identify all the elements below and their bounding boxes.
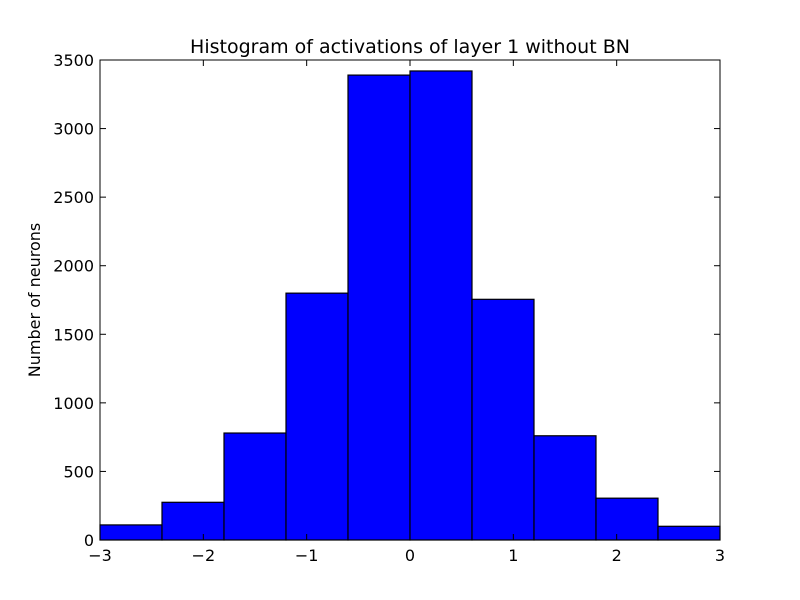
y-tick-label: 3000 (53, 120, 94, 139)
y-tick-label: 2500 (53, 188, 94, 207)
y-tick-label: 1500 (53, 325, 94, 344)
x-tick-label: 2 (612, 546, 622, 565)
histogram-bar-6 (471, 298, 535, 541)
y-tick-label: 2000 (53, 257, 94, 276)
plot-frame (99, 59, 721, 541)
y-axis-label: Number of neurons (25, 223, 44, 377)
x-tick-label: −1 (295, 546, 319, 565)
x-tick-label: 0 (405, 546, 415, 565)
y-tick-label: 3500 (53, 51, 94, 70)
y-tick-label: 0 (84, 531, 94, 550)
ticks-group: −3 −2 −1 0 1 2 3 0 500 1000 1500 2000 2500 3000 3500 (53, 51, 725, 565)
histogram-bar-1 (161, 501, 225, 541)
x-tick-label: −2 (192, 546, 216, 565)
histogram-bar-9 (657, 525, 721, 541)
histogram-bar-8 (595, 497, 659, 541)
y-tick-label: 1000 (53, 394, 94, 413)
chart-title: Histogram of activations of layer 1 with… (190, 36, 630, 58)
histogram-bar-3 (285, 292, 349, 541)
x-tick-label: −3 (88, 546, 112, 565)
histogram-bar-0 (99, 524, 163, 541)
histogram-bar-4 (347, 74, 411, 541)
histogram-bar-7 (533, 435, 597, 541)
histogram-bar-5 (409, 70, 473, 541)
x-tick-label: 1 (508, 546, 518, 565)
bars-group (99, 70, 721, 541)
x-tick-label: 3 (715, 546, 725, 565)
y-tick-label: 500 (63, 462, 94, 481)
histogram-bar-2 (223, 432, 287, 541)
